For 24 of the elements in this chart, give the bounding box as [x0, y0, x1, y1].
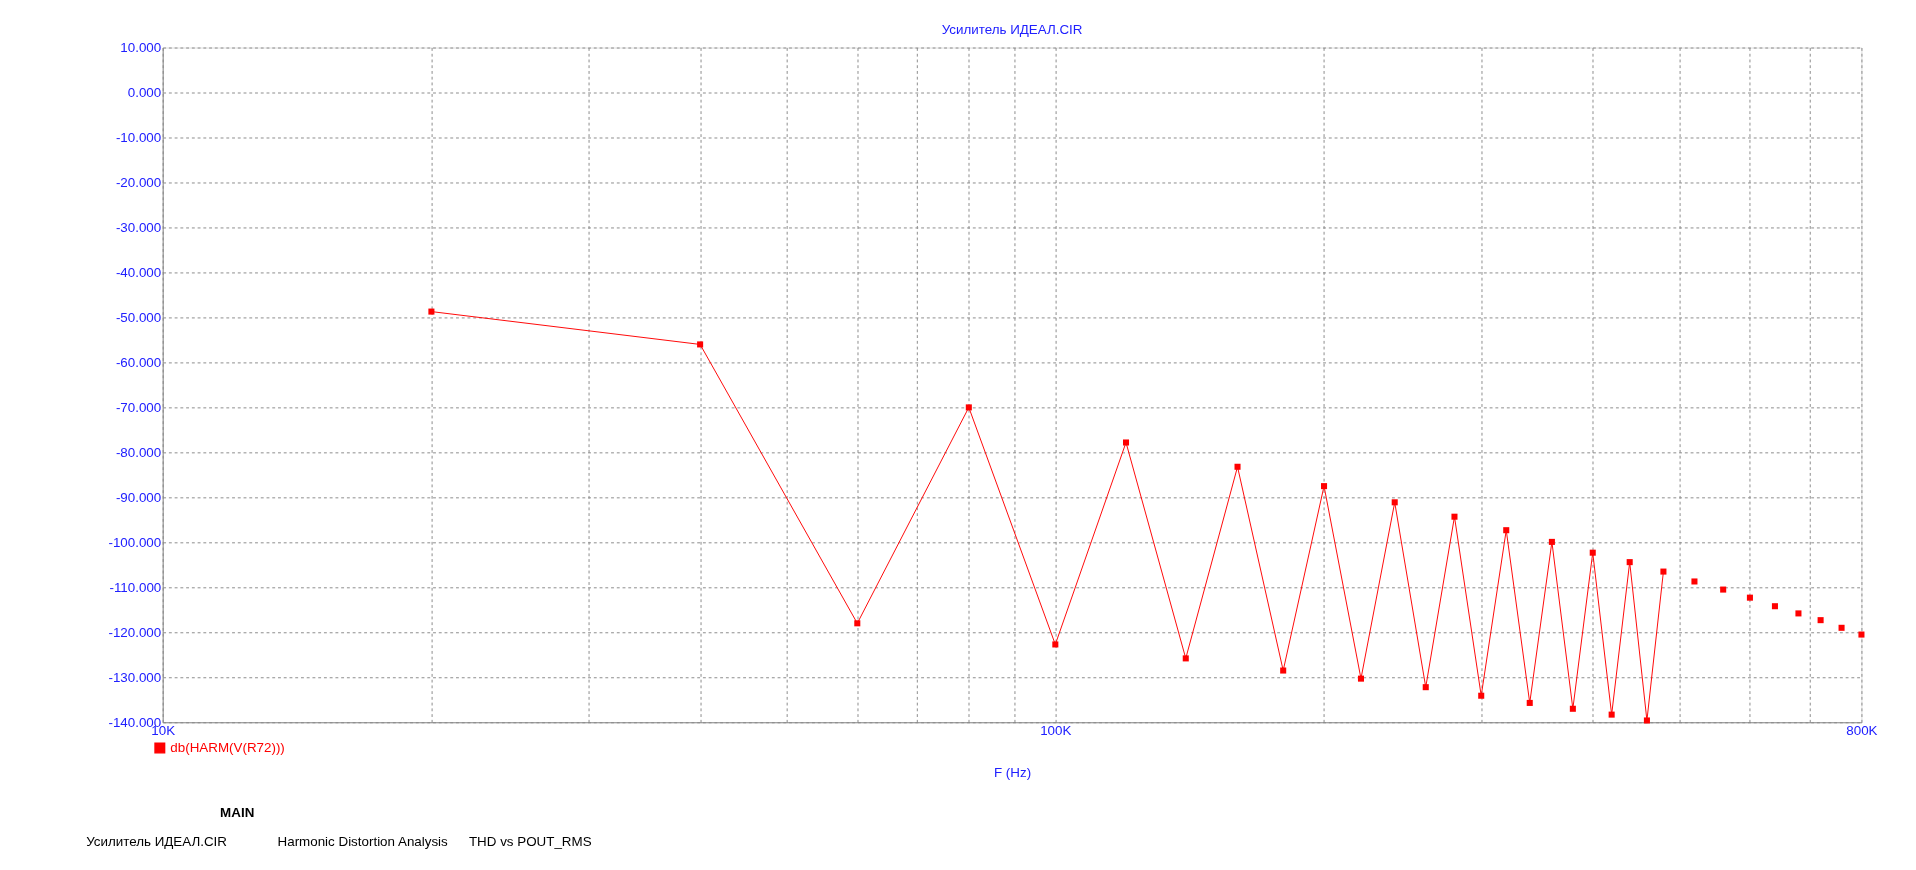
text: Harmonic Distortion Analysis	[277, 833, 449, 849]
y-tick-label: -20.000	[115, 174, 162, 190]
y-tick-label: -50.000	[115, 309, 162, 325]
text: THD vs POUT_RMS	[468, 833, 592, 849]
y-tick-label: -120.000	[108, 624, 162, 640]
y-tick-label: 10.000	[120, 39, 162, 55]
text: Усилитель ИДЕАЛ.CIR	[86, 833, 228, 849]
legend-label: db(HARM(V(R72)))	[170, 739, 285, 755]
y-tick-label: -10.000	[115, 129, 162, 145]
y-tick-label: -40.000	[115, 264, 162, 280]
y-tick-label: -90.000	[115, 489, 162, 505]
chart-title: Усилитель ИДЕАЛ.CIR	[941, 22, 1083, 38]
y-tick-label: -110.000	[109, 579, 162, 595]
text: MAIN	[220, 805, 255, 821]
y-tick-label: -130.000	[108, 669, 162, 685]
x-axis-title: F (Hz)	[993, 765, 1032, 781]
y-tick-label: 0.000	[127, 84, 162, 100]
x-tick-label: 100K	[1040, 723, 1072, 739]
x-tick-label: 800K	[1846, 723, 1878, 739]
y-tick-label: -80.000	[115, 444, 162, 460]
y-tick-label: -100.000	[108, 534, 162, 550]
y-tick-label: -60.000	[115, 354, 162, 370]
y-tick-label: -30.000	[115, 219, 162, 235]
y-tick-label: -70.000	[115, 399, 162, 415]
